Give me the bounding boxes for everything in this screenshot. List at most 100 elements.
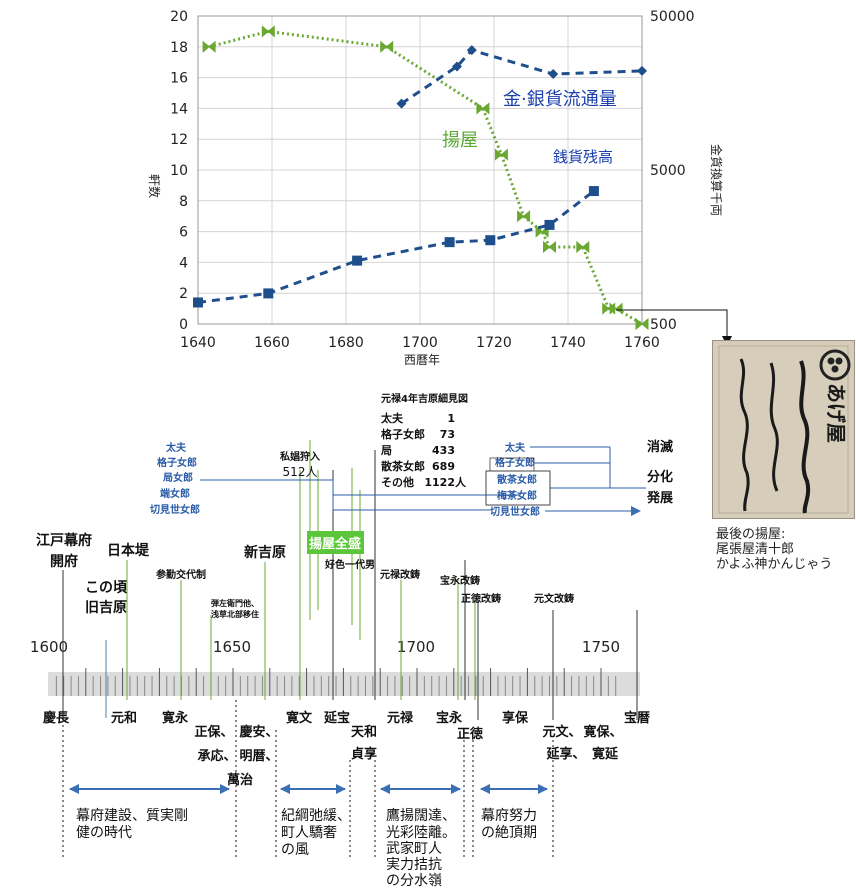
census-row-1-count: 73 xyxy=(440,428,455,441)
decade-1600: 1600 xyxy=(30,638,68,656)
event-danzaemon-2: 浅草北部移住 xyxy=(211,609,259,619)
census-row-1-name: 格子女郎 xyxy=(381,427,425,441)
series-label-copper: 銭貨残高 xyxy=(553,148,613,166)
series-0-point-5 xyxy=(517,210,531,223)
outcome-split: 分化 xyxy=(647,469,673,485)
x-tick-labels: 1640 1660 1680 1700 1720 1740 1760 xyxy=(180,335,660,351)
series-1-point-1 xyxy=(452,61,462,72)
ageya-peak-band xyxy=(307,531,364,554)
period-2-line-3: の風 xyxy=(281,842,309,858)
event-shin-yoshiwara: 新吉原 xyxy=(244,544,286,561)
event-lines xyxy=(62,440,638,720)
period-2-line-1: 紀綱弛緩、 xyxy=(281,808,351,824)
x-tick-1640: 1640 xyxy=(180,335,216,351)
period-3-line-2: 光彩陸離。 xyxy=(386,824,456,841)
decade-1750: 1750 xyxy=(582,638,620,656)
period-4-line-2: の絶頂期 xyxy=(481,825,537,841)
private-prostitutes-count: 512人 xyxy=(283,465,318,479)
era-kyoho: 享保 xyxy=(502,710,529,726)
rank-right-kirimise: 切見世女郎 xyxy=(490,505,540,518)
era-enpo: 延宝 xyxy=(323,710,350,726)
x-tick-1700: 1700 xyxy=(402,335,438,351)
era-shotoku: 正徳 xyxy=(457,726,483,742)
series-2-point-5 xyxy=(544,219,555,230)
census-row-3-name: 散茶女郎 xyxy=(381,459,425,473)
rank-right-tayu: 太夫 xyxy=(504,441,526,454)
y-tick-2: 2 xyxy=(179,286,188,302)
rank-left: 太夫 格子女郎 局女郎 端女郎 切見世女郎 xyxy=(150,441,200,516)
event-moto-yoshiwara-2: 旧吉原 xyxy=(85,599,127,616)
x-tick-1720: 1720 xyxy=(476,335,512,351)
series-label-gold-silver: 金·銀貨流通量 xyxy=(503,89,617,110)
period-3-line-5: の分水嶺 xyxy=(386,873,442,888)
event-shotoku-recoinage: 正徳改鋳 xyxy=(461,592,501,605)
census-title: 元禄4年吉原細見図 xyxy=(381,392,468,405)
series-0-point-0 xyxy=(202,40,216,53)
y-tick-8: 8 xyxy=(179,194,188,210)
series-0-line xyxy=(208,29,643,326)
census-row-4-name: その他 xyxy=(381,475,414,489)
y-tick-16: 16 xyxy=(170,71,188,87)
y-tick-labels: 0 2 4 6 8 10 12 14 16 18 20 xyxy=(170,9,188,333)
chart: 1640 1660 1680 1700 1720 1740 1760 0 2 4 6 8 10 12 14… xyxy=(147,9,732,367)
rank-left-tsubone: 局女郎 xyxy=(162,471,193,484)
period-3-line-4: 実力拮抗 xyxy=(386,857,442,873)
brush-column-left xyxy=(739,358,750,512)
rank-left-koshi: 格子女郎 xyxy=(157,456,197,469)
chart-grid xyxy=(197,15,643,325)
event-hoei-recoinage: 宝永改鋳 xyxy=(440,574,480,587)
rank-left-tayu: 太夫 xyxy=(165,441,187,454)
brush-column-right xyxy=(799,360,811,514)
era-jokyo: 貞享 xyxy=(351,746,377,762)
census-row-2-name: 局 xyxy=(380,444,392,457)
series-0-point-4 xyxy=(494,148,508,161)
era-genna: 元和 xyxy=(111,710,137,726)
y2-tick-500: 500 xyxy=(650,317,677,333)
era-manji: 萬治 xyxy=(227,772,253,788)
y-tick-6: 6 xyxy=(179,225,188,241)
y2-tick-5000: 5000 xyxy=(650,163,686,179)
census-row-4-count: 1122人 xyxy=(424,475,467,489)
era-horeki: 宝暦 xyxy=(624,710,650,726)
series-0-point-10 xyxy=(609,302,623,315)
series-2-point-2 xyxy=(352,255,363,266)
x-tick-1660: 1660 xyxy=(254,335,290,351)
period-texts: 幕府建設、質実剛 健の時代 紀綱弛緩、 町人驕奢 の風 鷹揚闊達、 光彩陸離。 … xyxy=(76,807,537,888)
plot-frame xyxy=(197,15,643,325)
y2-tick-50000: 50000 xyxy=(650,9,695,25)
timeline: 1600 1650 1700 1750 xyxy=(30,392,674,888)
y-tick-18: 18 xyxy=(170,40,188,56)
census-row-2-count: 433 xyxy=(432,444,455,457)
series-2-point-3 xyxy=(444,237,455,248)
era-genbun: 元文、 xyxy=(542,724,581,740)
period-3-line-1: 鷹揚闊達、 xyxy=(386,807,456,824)
census-table: 太夫 1 格子女郎 73 局 433 散茶女郎 689 その他 1122人 xyxy=(380,411,467,489)
y-tick-4: 4 xyxy=(179,255,188,271)
y2-tick-labels: 500 5000 50000 xyxy=(650,9,695,333)
last-ageya-photo: あげ屋 xyxy=(712,340,855,519)
y-axis-label: 軒数 xyxy=(147,174,162,198)
x-axis-label: 西曆年 xyxy=(404,353,440,367)
x-tick-1760: 1760 xyxy=(624,335,660,351)
era-labels: 慶長 元和 寛永 正保、 承応、 慶安、 明暦、 萬治 寛文 延宝 天和 貞享 … xyxy=(43,710,650,788)
x-tick-1680: 1680 xyxy=(328,335,364,351)
series-1-point-3 xyxy=(548,69,559,80)
event-shogunate: 江戸幕府 xyxy=(36,532,92,549)
last-ageya-photo-drawing: あげ屋 xyxy=(713,341,854,518)
series-2-point-6 xyxy=(588,186,599,197)
period-3-line-3: 武家町人 xyxy=(386,840,442,857)
era-kanei: 寛永 xyxy=(162,710,189,726)
era-kanen: 寛延 xyxy=(592,746,619,762)
census-row-0-count: 1 xyxy=(447,412,455,425)
rank-right: 太夫 格子女郎 散茶女郎 梅茶女郎 切見世女郎 xyxy=(490,441,540,518)
event-genbun-recoinage: 元文改鋳 xyxy=(534,592,574,605)
ruler-ticks xyxy=(55,668,617,696)
rank-right-umecha: 梅茶女郎 xyxy=(497,489,537,502)
era-tenna: 天和 xyxy=(351,724,377,740)
photo-caption-line-3: かよふ神かんじゃう xyxy=(716,557,833,572)
series-2-point-4 xyxy=(485,235,496,246)
y-tick-12: 12 xyxy=(170,132,188,148)
series-2-point-1 xyxy=(263,288,274,299)
period-1-line-1: 幕府建設、質実剛 xyxy=(76,808,188,824)
